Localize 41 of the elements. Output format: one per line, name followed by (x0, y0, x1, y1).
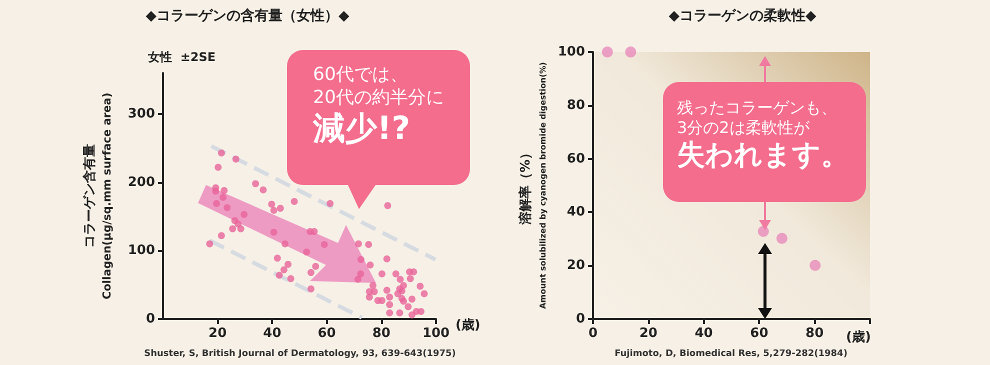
text: Shuster, S, British Journal of Dermatology, 93, 639-643(1975) (143, 349, 457, 359)
annotation: 3分の2は柔軟性が (677, 118, 811, 138)
x-tick-label: 60 (318, 326, 336, 341)
point (625, 46, 636, 58)
x-tick-label: 40 (694, 326, 713, 341)
point (776, 232, 788, 244)
point (602, 46, 613, 58)
y-tick-label: 0 (576, 312, 585, 326)
y-tick-label: 20 (566, 258, 585, 274)
y-tick-label: 300 (128, 106, 155, 122)
y-tick-label: 0 (146, 312, 155, 326)
x-tick-label: 0 (588, 326, 598, 341)
x-tick-label: 100 (422, 326, 450, 341)
annotation: 失われます。 (677, 138, 850, 172)
text: Fujimoto, D, Biomedical Res, 5,279-282(1984) (614, 349, 848, 359)
annotation: 20代の約半分に (313, 86, 445, 109)
chart-title: ◆コラーゲンの柔軟性◆ (668, 8, 816, 24)
y-tick-label: 100 (128, 243, 155, 258)
y-tick-label: 80 (566, 98, 585, 113)
chart-subtitle: 女性 ±2SE (147, 50, 216, 64)
speech-bubble: 残ったコラーゲンも、 3分の2は柔軟性が 失われます。 (663, 82, 866, 202)
point (810, 260, 821, 271)
x-axis-title: (歳) (455, 318, 480, 333)
y-axis-title: コラーゲン含有量 Collagen(μg/sq.mm surface area) (82, 92, 114, 300)
annotation: 減少!? (313, 109, 412, 148)
x-tick-label: 60 (750, 326, 768, 341)
y-axis-title: 溶解率（%） Amount solubilized by cyanogen bromide digestion(%) (517, 62, 548, 309)
y-tick-label: 40 (566, 204, 585, 220)
x-tick-label: 80 (806, 326, 824, 341)
x-tick-label: 20 (639, 326, 658, 341)
x-tick-label: 20 (208, 326, 227, 341)
y-tick-label: 200 (128, 174, 155, 190)
point (758, 226, 769, 237)
x-tick-label: 80 (372, 326, 390, 341)
chart-title: ◆コラーゲンの含有量（女性）◆ (146, 8, 350, 24)
x-tick-label: 40 (263, 326, 282, 341)
y-tick-label: 60 (566, 151, 585, 166)
annotation: 60代では、 (313, 64, 409, 86)
annotation: 残ったコラーゲンも、 (677, 98, 838, 118)
x-axis-title: (歳) (846, 330, 871, 345)
y-tick-label: 100 (558, 44, 585, 60)
